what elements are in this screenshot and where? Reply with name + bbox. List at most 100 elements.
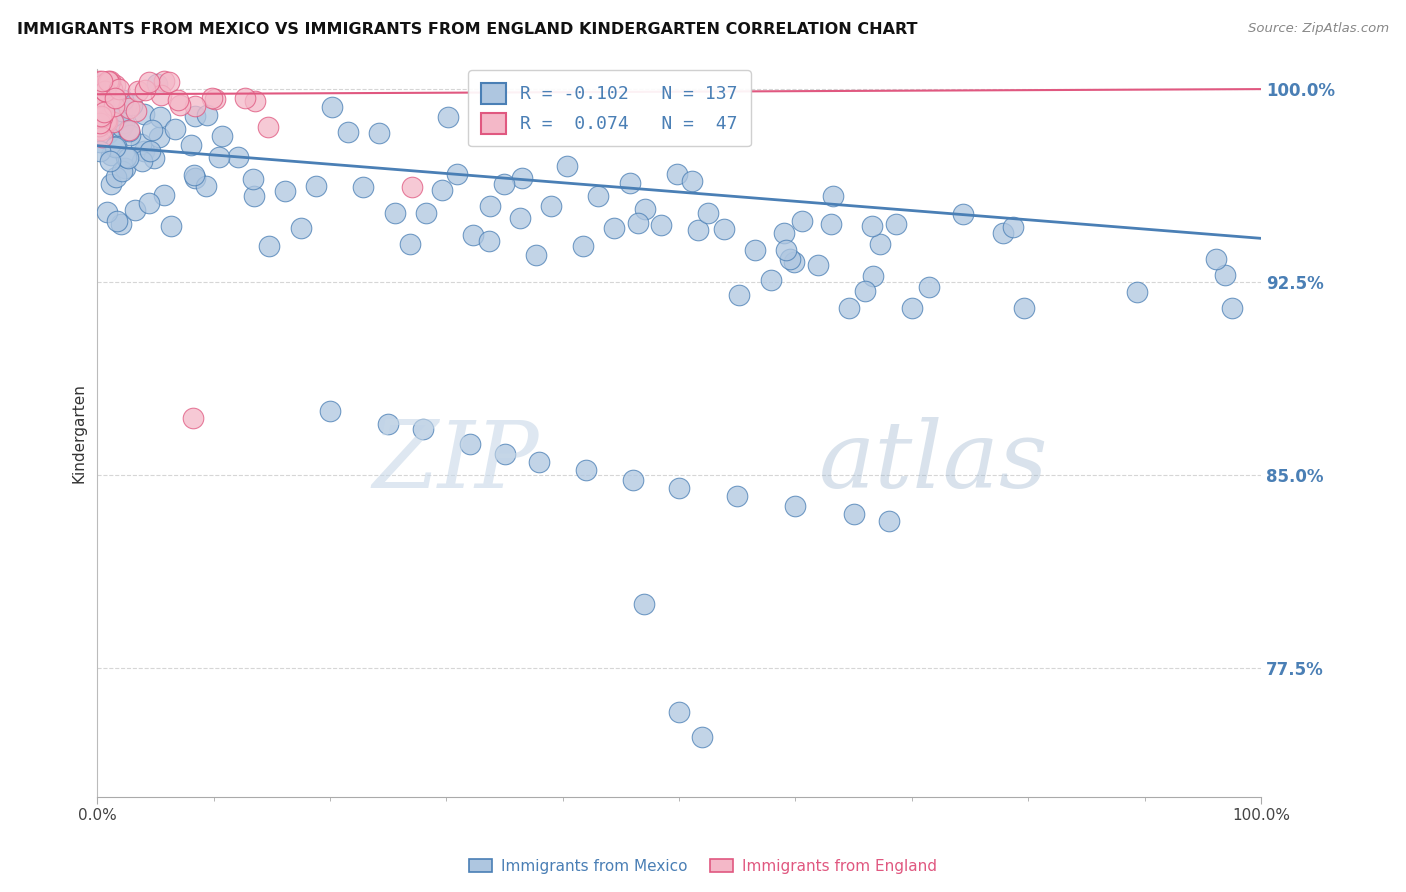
Point xyxy=(1002,219,1025,234)
Point xyxy=(368,127,391,141)
Point xyxy=(108,112,131,126)
Point xyxy=(127,84,149,98)
Point xyxy=(783,254,806,268)
Point xyxy=(90,112,112,127)
Point xyxy=(713,221,735,235)
Point xyxy=(775,243,797,257)
Point xyxy=(242,189,264,203)
Point xyxy=(132,144,155,158)
Point xyxy=(97,93,120,107)
Point xyxy=(952,207,974,221)
Point xyxy=(117,151,139,165)
Point xyxy=(208,150,231,164)
Point xyxy=(98,74,121,88)
Point xyxy=(184,109,207,123)
Point xyxy=(90,123,112,137)
Point xyxy=(153,74,176,88)
Point xyxy=(461,227,484,242)
Point xyxy=(169,98,191,112)
Point xyxy=(146,77,169,91)
Point xyxy=(112,93,135,107)
Legend: R = -0.102   N = 137, R =  0.074   N =  47: R = -0.102 N = 137, R = 0.074 N = 47 xyxy=(468,70,751,146)
Point xyxy=(105,169,128,184)
Point xyxy=(118,124,141,138)
Point xyxy=(87,74,110,88)
Point xyxy=(668,481,690,495)
Point xyxy=(877,514,900,528)
Point xyxy=(101,82,124,96)
Point xyxy=(668,705,690,719)
Point xyxy=(89,144,111,158)
Point xyxy=(884,217,907,231)
Point xyxy=(555,159,578,173)
Point xyxy=(478,235,501,249)
Point xyxy=(571,239,593,253)
Point xyxy=(148,110,170,124)
Point xyxy=(792,214,814,228)
Point xyxy=(242,171,264,186)
Point xyxy=(183,168,205,182)
Point xyxy=(256,120,278,134)
Point xyxy=(510,171,533,186)
Point xyxy=(869,236,891,251)
Point xyxy=(1205,252,1227,266)
Point xyxy=(90,130,112,145)
Point xyxy=(773,226,796,240)
Point xyxy=(1213,268,1236,282)
Legend: Immigrants from Mexico, Immigrants from England: Immigrants from Mexico, Immigrants from … xyxy=(463,853,943,880)
Point xyxy=(114,150,136,164)
Point xyxy=(97,74,120,88)
Point xyxy=(121,97,143,112)
Point xyxy=(129,136,152,151)
Point xyxy=(157,75,180,89)
Text: ZIP: ZIP xyxy=(373,417,540,507)
Point xyxy=(377,417,399,431)
Point xyxy=(150,87,173,102)
Point xyxy=(97,74,120,88)
Point xyxy=(430,182,453,196)
Point xyxy=(478,199,501,213)
Point xyxy=(97,126,120,140)
Point xyxy=(634,202,657,216)
Point xyxy=(807,258,830,272)
Point xyxy=(132,106,155,120)
Point xyxy=(138,75,160,89)
Point xyxy=(860,219,883,233)
Point xyxy=(853,284,876,298)
Point xyxy=(352,179,374,194)
Point xyxy=(243,94,266,108)
Point xyxy=(401,180,423,194)
Point xyxy=(529,455,551,469)
Point xyxy=(1012,301,1035,315)
Text: atlas: atlas xyxy=(818,417,1049,507)
Point xyxy=(141,122,163,136)
Point xyxy=(436,110,458,124)
Point xyxy=(259,239,281,253)
Point xyxy=(89,96,111,111)
Point xyxy=(918,280,941,294)
Point xyxy=(823,189,845,203)
Point xyxy=(494,447,516,461)
Point xyxy=(96,204,118,219)
Point xyxy=(101,115,124,129)
Point xyxy=(148,130,170,145)
Point xyxy=(838,301,860,315)
Point xyxy=(697,206,720,220)
Point xyxy=(101,109,124,123)
Point xyxy=(87,77,110,91)
Point xyxy=(90,109,112,123)
Point xyxy=(412,422,434,436)
Point xyxy=(112,116,135,130)
Point xyxy=(744,243,766,257)
Point xyxy=(233,90,256,104)
Point xyxy=(1222,301,1244,315)
Point xyxy=(165,121,187,136)
Text: IMMIGRANTS FROM MEXICO VS IMMIGRANTS FROM ENGLAND KINDERGARTEN CORRELATION CHART: IMMIGRANTS FROM MEXICO VS IMMIGRANTS FRO… xyxy=(17,22,917,37)
Point xyxy=(842,507,865,521)
Point xyxy=(619,176,641,190)
Point xyxy=(779,252,801,266)
Point xyxy=(107,81,129,95)
Point xyxy=(94,113,117,128)
Point xyxy=(142,151,165,165)
Point xyxy=(89,135,111,149)
